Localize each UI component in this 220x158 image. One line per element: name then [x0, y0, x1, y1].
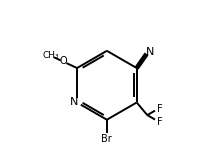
Text: N: N	[146, 47, 154, 57]
Text: O: O	[59, 56, 67, 66]
Text: F: F	[158, 104, 163, 114]
Text: CH₃: CH₃	[42, 51, 59, 60]
Text: N: N	[70, 97, 78, 107]
Text: F: F	[158, 117, 163, 127]
Text: Br: Br	[101, 134, 112, 144]
